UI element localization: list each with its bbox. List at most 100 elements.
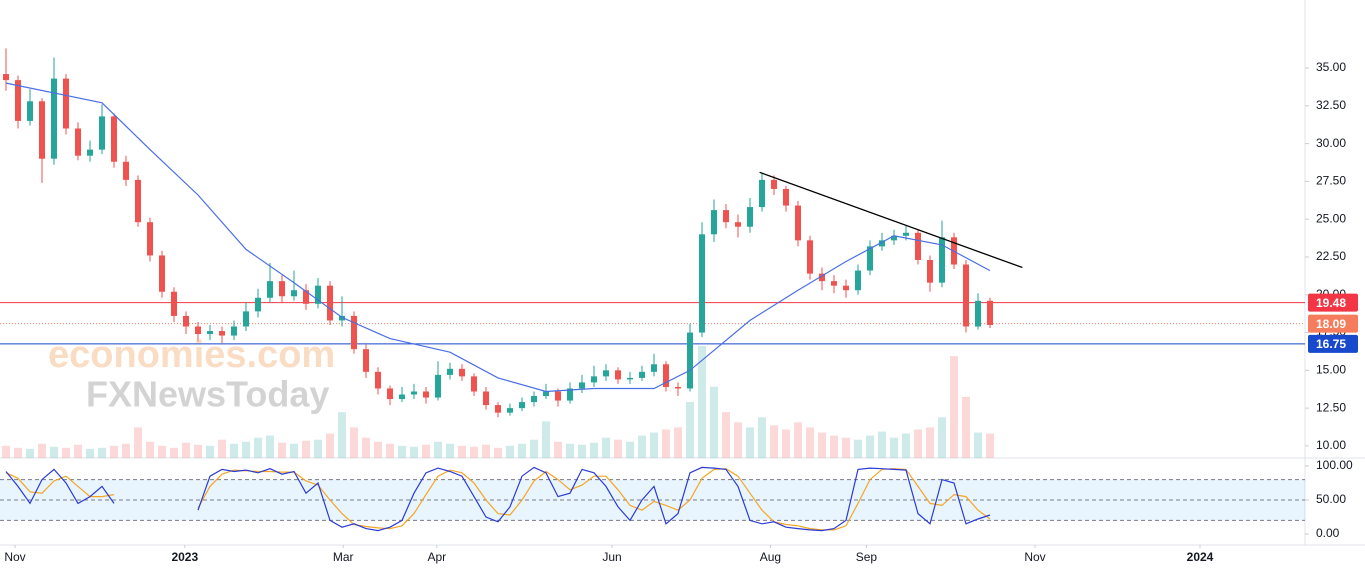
volume-bar: [986, 433, 994, 458]
candle-body: [555, 391, 561, 401]
candle-body: [939, 237, 945, 283]
candle-body: [183, 315, 189, 327]
candle-body: [975, 300, 981, 327]
volume-bar: [158, 445, 166, 458]
volume-bar: [602, 437, 610, 458]
candle-body: [663, 364, 669, 387]
volume-bar: [902, 433, 910, 458]
candle-body: [291, 290, 297, 297]
volume-bar: [194, 444, 202, 458]
candle-body: [735, 222, 741, 227]
candle-body: [771, 179, 777, 189]
candle-body: [519, 402, 525, 409]
level-label: 16.75: [1316, 337, 1346, 351]
candle-body: [915, 232, 921, 260]
volume-bar: [422, 444, 430, 458]
x-tick-label: Nov: [1024, 550, 1045, 564]
volume-bar: [842, 437, 850, 458]
candle-body: [879, 240, 885, 247]
volume-bar: [878, 431, 886, 458]
volume-bar: [590, 442, 598, 458]
y-tick-label: 25.00: [1316, 211, 1346, 225]
volume-bar: [638, 435, 646, 458]
candle-body: [243, 311, 249, 327]
candle-body: [987, 300, 993, 325]
candle-body: [375, 371, 381, 389]
volume-bar: [50, 446, 58, 458]
volume-bar: [350, 427, 358, 458]
volume-bar: [962, 396, 970, 458]
volume-bar: [110, 445, 118, 458]
y-tick-label: 10.00: [1316, 438, 1346, 452]
volume-bar: [770, 425, 778, 458]
volume-bar: [386, 443, 394, 458]
volume-bar: [914, 429, 922, 458]
volume-bar: [818, 432, 826, 458]
candle-body: [315, 285, 321, 304]
volume-bar: [470, 446, 478, 458]
volume-bar: [458, 445, 466, 458]
candle-body: [627, 377, 633, 380]
volume-bar: [614, 439, 622, 458]
candle-body: [411, 391, 417, 395]
candle-body: [687, 332, 693, 389]
candle-body: [99, 116, 105, 150]
volume-bar: [62, 447, 70, 458]
candle-body: [543, 391, 549, 397]
y-tick-label: 15.00: [1316, 363, 1346, 377]
level-label: 19.48: [1316, 296, 1346, 310]
volume-bar: [974, 432, 982, 458]
candle-body: [483, 391, 489, 406]
volume-bar: [374, 441, 382, 458]
level-label-box: [1308, 293, 1358, 312]
volume-bar: [2, 445, 10, 458]
volume-bar: [578, 444, 586, 458]
candle-body: [579, 382, 585, 389]
volume-bar: [14, 447, 22, 458]
candle-body: [495, 405, 501, 413]
candle-body: [339, 315, 345, 321]
candle-body: [423, 391, 429, 398]
volume-bar: [710, 386, 718, 458]
candle-body: [387, 388, 393, 400]
candle-body: [891, 235, 897, 241]
volume-bar: [554, 441, 562, 458]
candle-body: [207, 331, 213, 335]
candle-body: [675, 386, 681, 389]
volume-bar: [338, 412, 346, 458]
stoch-y-tick-label: 0.00: [1316, 526, 1340, 540]
volume-bar: [698, 346, 706, 458]
candle-body: [327, 285, 333, 321]
candle-body: [651, 364, 657, 372]
volume-bar: [650, 432, 658, 458]
stoch-y-tick-label: 100.00: [1316, 458, 1353, 472]
y-tick-label: 27.50: [1316, 174, 1346, 188]
volume-bar: [254, 437, 262, 458]
candle-body: [711, 210, 717, 235]
volume-bar: [242, 441, 250, 458]
volume-bar: [410, 446, 418, 458]
candle-body: [267, 281, 273, 298]
candle-body: [111, 116, 117, 162]
watermark: FXNewsToday: [86, 374, 329, 415]
x-tick-label: Sep: [856, 550, 878, 564]
volume-bar: [722, 412, 730, 458]
volume-bar: [794, 422, 802, 458]
candle-body: [87, 149, 93, 156]
candle-body: [831, 281, 837, 286]
candle-body: [603, 370, 609, 377]
volume-bar: [206, 445, 214, 458]
candle-body: [159, 255, 165, 292]
volume-bar: [122, 443, 130, 458]
volume-bar: [518, 443, 526, 458]
volume-bar: [182, 442, 190, 458]
stoch-y-tick-label: 50.00: [1316, 492, 1346, 506]
y-tick-label: 30.00: [1316, 136, 1346, 150]
candle-body: [819, 273, 825, 282]
candle-body: [471, 376, 477, 392]
candle-body: [459, 368, 465, 377]
volume-bar: [566, 443, 574, 458]
candle-body: [219, 331, 225, 336]
